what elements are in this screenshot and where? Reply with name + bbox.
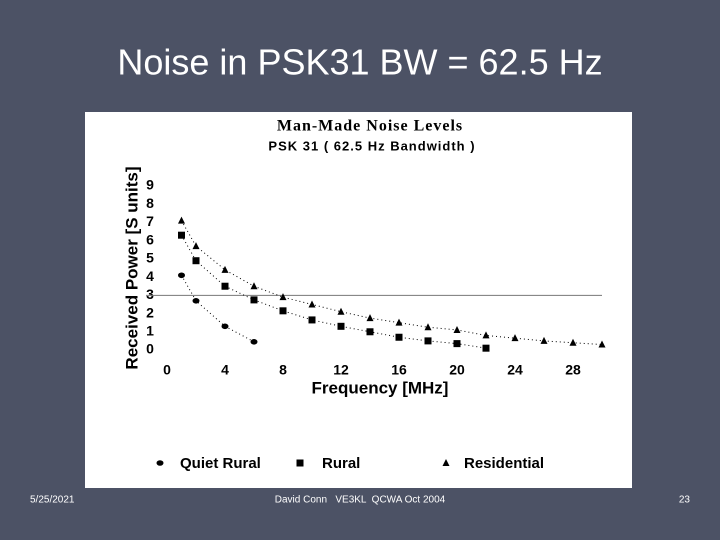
y-tick-label: 6 [146,231,154,247]
footer-text: David Conn VE3KL QCWA Oct 2004 [275,495,446,506]
y-tick-label: 0 [146,341,154,357]
marker-square [424,337,432,345]
marker-square [178,231,185,239]
page-number: 23 [679,495,691,506]
y-axis-label: Received Power [S units] [122,166,141,369]
x-tick-label: 24 [507,362,523,378]
marker-square [482,344,490,352]
legend-marker [296,459,304,467]
footer-date: 5/25/2021 [30,495,75,506]
x-axis-label: Frequency [MHz] [312,378,449,397]
marker-triangle [453,325,461,333]
marker-square [279,307,287,315]
legend-marker [442,459,450,466]
legend-marker [156,460,164,466]
marker-square [221,282,229,290]
chart-subtitle: PSK 31 ( 62.5 Hz Bandwidth ) [268,138,475,153]
marker-triangle [540,336,548,344]
marker-square [192,257,200,265]
legend-label: Residential [464,455,544,472]
marker-circle [250,339,258,345]
marker-circle [192,298,200,304]
x-tick-label: 16 [391,362,407,378]
marker-triangle [366,314,374,322]
marker-square [337,322,345,330]
marker-triangle [221,265,229,273]
series-line [181,275,255,343]
marker-square [250,296,258,304]
legend-label: Quiet Rural [180,455,261,472]
marker-triangle [279,293,287,301]
marker-triangle [192,242,200,250]
chart-title: Man-Made Noise Levels [277,118,463,135]
slide-title: Noise in PSK31 BW = 62.5 Hz [117,42,602,83]
y-tick-label: 3 [146,286,154,302]
marker-triangle [178,216,185,224]
marker-square [395,333,403,341]
y-tick-label: 2 [146,304,154,320]
marker-triangle [308,300,316,308]
x-tick-label: 28 [565,362,581,378]
series-line [181,234,487,349]
y-tick-label: 1 [146,322,154,338]
y-tick-label: 8 [146,195,154,211]
x-tick-label: 8 [279,362,287,378]
y-tick-label: 5 [146,250,154,266]
marker-triangle [598,340,606,348]
y-tick-label: 9 [146,177,154,193]
legend-label: Rural [322,455,360,472]
marker-square [453,340,461,348]
y-tick-label: 7 [146,213,154,229]
marker-triangle [569,338,577,346]
marker-square [308,316,316,324]
chart-area [85,112,632,488]
marker-triangle [337,307,345,315]
x-tick-label: 12 [333,362,349,378]
marker-triangle [424,323,432,331]
marker-triangle [395,318,403,326]
marker-triangle [511,334,519,342]
x-tick-label: 20 [449,362,465,378]
y-tick-label: 4 [146,268,154,284]
x-tick-label: 0 [163,362,171,378]
marker-circle [178,272,185,279]
marker-triangle [250,282,258,290]
x-tick-label: 4 [221,362,229,378]
marker-circle [221,323,229,330]
marker-square [366,328,374,336]
marker-triangle [482,331,490,339]
